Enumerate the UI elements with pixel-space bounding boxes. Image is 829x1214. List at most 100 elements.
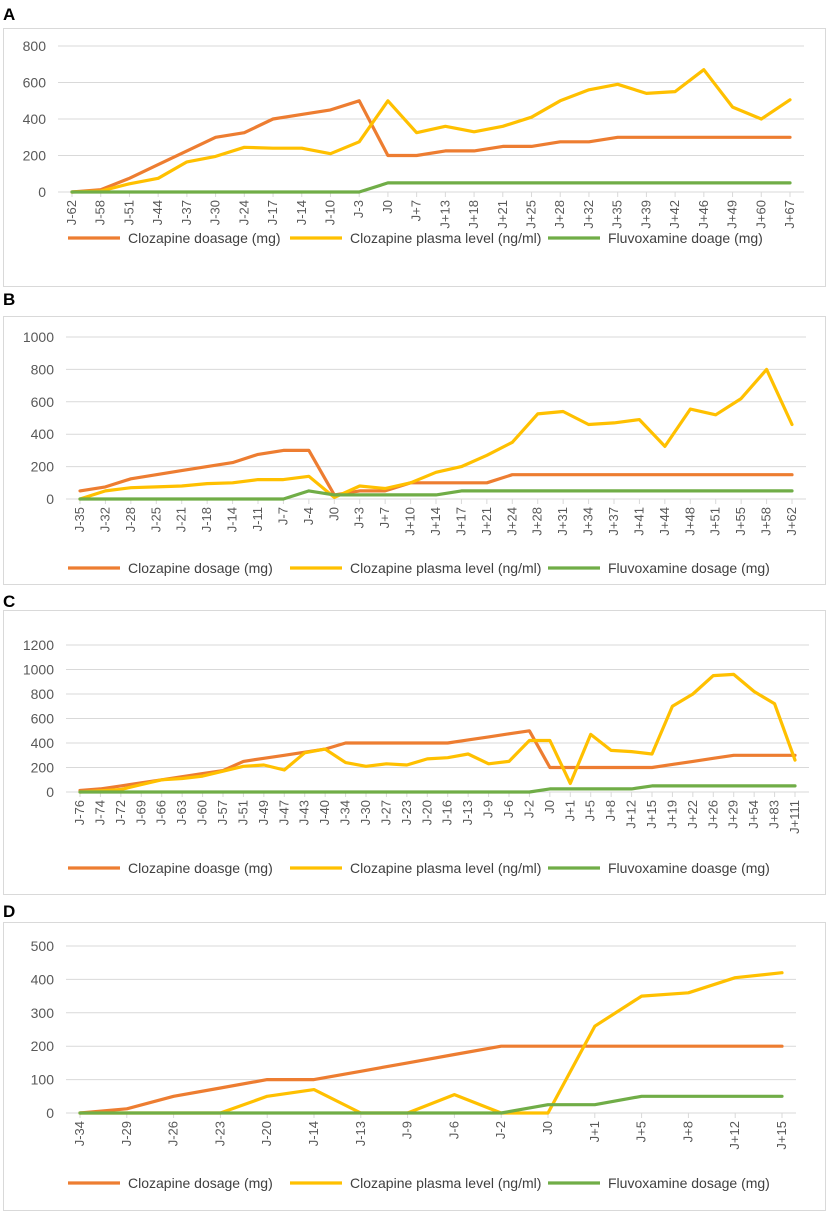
x-tick-label: J-69 [133, 800, 148, 825]
y-tick-label: 400 [31, 426, 55, 442]
series-line-clozapine-dosage [78, 1044, 784, 1115]
x-tick-label: J-23 [212, 1121, 227, 1146]
legend-item-fluvoxamine: Fluvoxamine doasge (mg) [548, 860, 770, 876]
x-tick-label: J-24 [236, 200, 251, 225]
y-tick-label: 800 [31, 686, 55, 702]
x-tick-label: J-6 [446, 1121, 461, 1139]
y-tick-label: 400 [31, 971, 55, 987]
x-tick-label: J-13 [353, 1121, 368, 1146]
y-tick-label: 400 [23, 111, 47, 127]
x-tick-label: J-30 [208, 200, 223, 225]
panel-b: B 0 200 400 600 800 1000 J-35 J-32 J-28 J-25 J-21 J-… [3, 290, 826, 585]
x-tick-label: J+12 [727, 1121, 742, 1150]
x-tick-label: J-26 [166, 1121, 181, 1146]
y-tick-label: 200 [31, 760, 55, 776]
y-tick-label: 0 [46, 1105, 54, 1121]
x-tick-label: J+5 [583, 800, 598, 821]
legend-label: Clozapine doasage (mg) [128, 230, 281, 246]
chart-frame [3, 922, 826, 1211]
x-tick-label: J+12 [624, 800, 639, 829]
x-tick-label: J+48 [682, 507, 697, 536]
x-tick-label: J-43 [297, 800, 312, 825]
series-line-fluvoxamine [78, 784, 797, 794]
x-tick-label: J-9 [481, 800, 496, 818]
panel-c: C 0 200 400 600 800 1000 1200 J-76 J-74 J-72 J-69 J-… [3, 592, 826, 895]
panel-letter-a: A [3, 5, 15, 24]
y-tick-label: 800 [31, 361, 55, 377]
x-tick-label: J-20 [259, 1121, 274, 1146]
x-tick-label: J-51 [121, 200, 136, 225]
legend-label: Clozapine doasge (mg) [128, 860, 273, 876]
legend-item-fluvoxamine: Fluvoxamine dosage (mg) [548, 560, 770, 576]
x-tick-label: J+67 [782, 200, 797, 229]
chart-frame [3, 28, 826, 287]
y-tick-label: 600 [31, 711, 55, 727]
x-tick-label: J+37 [606, 507, 621, 536]
legend-label: Clozapine plasma level (ng/ml) [350, 230, 541, 246]
series-line-clozapine-plasma [78, 367, 794, 501]
x-tick-label: J-44 [150, 200, 165, 225]
legend-item-fluvoxamine: Fluvoxamine doage (mg) [548, 230, 763, 246]
x-tick-label: J-37 [179, 200, 194, 225]
x-tick-label: J-60 [195, 800, 210, 825]
x-tick-label: J-47 [276, 800, 291, 825]
series-line-clozapine-dosage [78, 448, 794, 497]
x-tick-label: J-35 [72, 507, 87, 532]
legend-label: Clozapine plasma level (ng/ml) [350, 860, 541, 876]
y-tick-label: 0 [46, 784, 54, 800]
x-tick-label: J+34 [581, 507, 596, 536]
x-tick-label: J-34 [338, 800, 353, 825]
x-tick-label: J-10 [322, 200, 337, 225]
x-tick-label: J+28 [552, 200, 567, 229]
x-tick-label: J+15 [774, 1121, 789, 1150]
x-tick-label: J-30 [358, 800, 373, 825]
x-tick-label: J-17 [265, 200, 280, 225]
x-tick-label: J+10 [403, 507, 418, 536]
y-tick-label: 300 [31, 1005, 55, 1021]
x-tick-label: J+22 [685, 800, 700, 829]
series-line-fluvoxamine [70, 181, 792, 194]
x-tick-label: J-34 [72, 1121, 87, 1146]
y-tick-label: 100 [31, 1072, 55, 1088]
x-tick-label: J-27 [378, 800, 393, 825]
x-tick-label: J+13 [437, 200, 452, 229]
series-line-clozapine-plasma [78, 971, 784, 1115]
x-tick-label: J+17 [453, 507, 468, 536]
y-tick-label: 1200 [23, 637, 54, 653]
x-tick-label: J+32 [581, 200, 596, 229]
legend-label: Clozapine plasma level (ng/ml) [350, 560, 541, 576]
panel-a: A 0 200 400 600 800 J-62 J-58 J-51 J-44 J-37 J-30 J-… [3, 5, 826, 287]
legend-item-clozapine-dosage: Clozapine dosage (mg) [68, 1175, 273, 1191]
x-tick-label: J-58 [93, 200, 108, 225]
x-tick-label: J+3 [352, 507, 367, 528]
y-tick-label: 200 [23, 148, 47, 164]
x-tick-label: J+44 [657, 507, 672, 536]
x-tick-label: J-14 [306, 1121, 321, 1146]
x-tick-label: J+24 [504, 507, 519, 536]
series-line-clozapine-plasma [70, 68, 792, 194]
x-tick-label: J-74 [92, 800, 107, 825]
x-tick-label: J+8 [603, 800, 618, 821]
y-tick-label: 200 [31, 1038, 55, 1054]
x-tick-label: J-29 [119, 1121, 134, 1146]
x-tick-label: J+55 [733, 507, 748, 536]
x-tick-label: J-32 [97, 507, 112, 532]
series-line-clozapine-dosage [70, 99, 792, 194]
legend-label: Fluvoxamine dosage (mg) [608, 1175, 770, 1191]
x-tick-label: J-7 [275, 507, 290, 525]
x-tick-label: J-2 [493, 1121, 508, 1139]
x-tick-label: J-18 [199, 507, 214, 532]
legend-item-clozapine-plasma: Clozapine plasma level (ng/ml) [290, 560, 541, 576]
legend-label: Clozapine plasma level (ng/ml) [350, 1175, 541, 1191]
legend-item-clozapine-plasma: Clozapine plasma level (ng/ml) [290, 230, 541, 246]
x-tick-label: J-57 [215, 800, 230, 825]
x-tick-label: J+54 [746, 800, 761, 829]
x-tick-label: J-14 [225, 507, 240, 532]
x-tick-label: J+21 [479, 507, 494, 536]
x-tick-label: J+58 [759, 507, 774, 536]
x-tick-label: J-23 [399, 800, 414, 825]
x-tick-label: J-16 [440, 800, 455, 825]
x-tick-label: J-66 [154, 800, 169, 825]
x-tick-label: J+7 [409, 200, 424, 221]
